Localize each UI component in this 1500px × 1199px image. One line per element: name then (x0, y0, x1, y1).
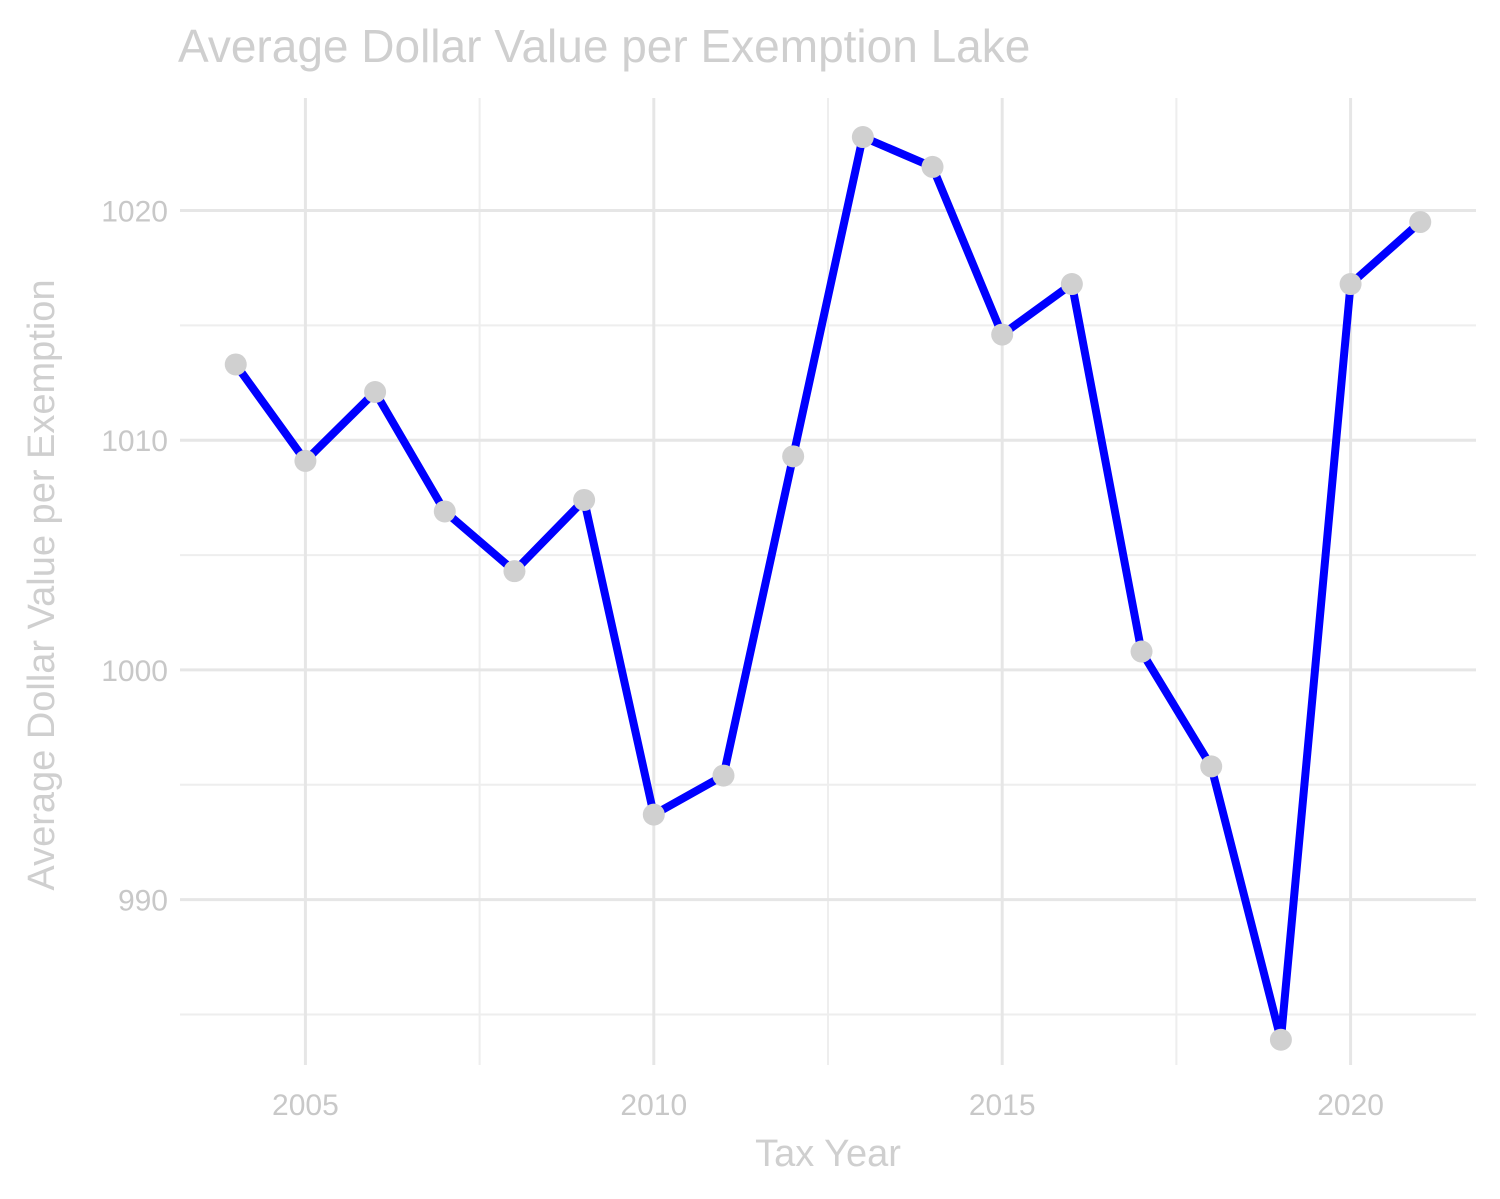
x-tick-label: 2010 (620, 1089, 687, 1122)
y-tick-label: 990 (118, 885, 168, 918)
data-point-2018 (1200, 755, 1223, 778)
data-point-2004 (224, 353, 247, 376)
series-layer (231, 133, 1425, 1044)
data-points (224, 126, 1432, 1051)
data-point-2012 (782, 445, 805, 468)
data-point-2006 (364, 381, 387, 404)
y-tick-label: 1020 (101, 196, 168, 229)
data-point-2021 (1409, 211, 1432, 234)
x-tick-labels: 2005 2010 2015 2020 (272, 1089, 1384, 1122)
data-point-2009 (573, 488, 596, 511)
data-point-2010 (642, 803, 665, 826)
major-gridlines (180, 98, 1476, 1065)
x-tick-label: 2015 (969, 1089, 1036, 1122)
y-tick-label: 1000 (101, 655, 168, 688)
series-line (231, 133, 1425, 1044)
x-tick-label: 2020 (1317, 1089, 1384, 1122)
y-tick-label: 1010 (101, 425, 168, 458)
data-point-2007 (433, 500, 456, 523)
chart-title: Average Dollar Value per Exemption Lake (178, 20, 1030, 72)
data-point-2011 (712, 764, 735, 787)
x-tick-label: 2005 (272, 1089, 339, 1122)
data-point-2014 (921, 155, 944, 178)
y-axis-title: Average Dollar Value per Exemption (21, 279, 63, 890)
x-axis-title: Tax Year (755, 1133, 901, 1175)
data-point-2013 (851, 126, 874, 149)
data-point-2008 (503, 560, 526, 583)
data-point-2015 (991, 323, 1014, 346)
data-point-2017 (1130, 640, 1153, 663)
data-point-2019 (1269, 1028, 1292, 1051)
data-point-2016 (1060, 273, 1083, 296)
minor-gridlines (180, 98, 1476, 1065)
data-point-2005 (294, 449, 317, 472)
data-point-2020 (1339, 273, 1362, 296)
y-tick-labels: 990 1000 1010 1020 (101, 196, 168, 918)
